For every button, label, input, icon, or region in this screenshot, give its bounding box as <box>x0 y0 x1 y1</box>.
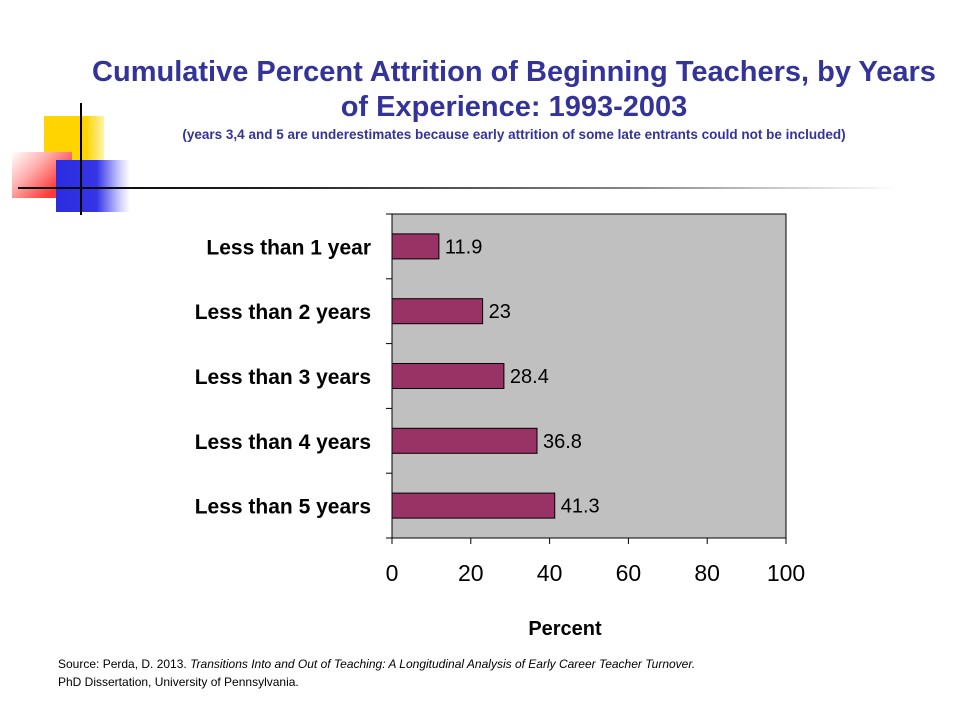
bar-value-label: 41.3 <box>561 496 600 518</box>
x-tick-label: 80 <box>694 560 720 586</box>
source-title: Transitions Into and Out of Teaching: A … <box>190 657 696 671</box>
x-axis-label: Percent <box>528 618 602 640</box>
x-tick-label: 40 <box>537 560 563 586</box>
x-tick-label: 100 <box>767 560 805 586</box>
decor-horizontal-line <box>18 187 898 189</box>
bar <box>391 427 538 454</box>
bar-value-label: 23 <box>489 301 511 323</box>
x-tick-label: 60 <box>616 560 642 586</box>
bar-value-label: 11.9 <box>445 236 482 258</box>
source-citation: Source: Perda, D. 2013. Transitions Into… <box>58 655 938 691</box>
slide-title: Cumulative Percent Attrition of Beginnin… <box>92 56 936 123</box>
bar-value-label: 28.4 <box>510 366 549 388</box>
x-tick-label: 0 <box>386 560 399 586</box>
x-tick-label: 20 <box>458 560 484 586</box>
source-prefix: Source: Perda, D. 2013. <box>58 657 191 671</box>
decor-blue-square <box>56 160 130 212</box>
category-label: Less than 5 years <box>195 496 371 519</box>
bar <box>391 363 505 389</box>
source-line2: PhD Dissertation, University of Pennsylv… <box>58 675 299 689</box>
category-label: Less than 1 year <box>206 236 371 259</box>
bar <box>391 298 484 325</box>
slide-subtitle: (years 3,4 and 5 are underestimates beca… <box>182 127 846 142</box>
bar-value-label: 36.8 <box>543 431 582 453</box>
category-label: Less than 2 years <box>195 301 371 324</box>
category-label: Less than 3 years <box>195 366 371 389</box>
bar <box>391 492 556 519</box>
category-label: Less than 4 years <box>195 431 371 454</box>
bar <box>391 233 440 260</box>
decor-vertical-line <box>80 103 82 215</box>
